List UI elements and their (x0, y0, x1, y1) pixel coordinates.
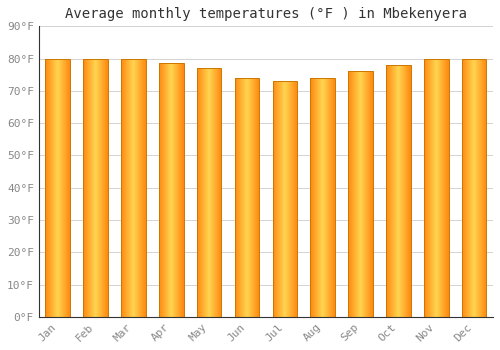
Bar (348, 71, 373, 317)
Bar (310, 78, 335, 317)
Bar (386, 65, 410, 317)
Bar (462, 58, 486, 317)
Bar (272, 81, 297, 317)
Bar (159, 63, 184, 317)
Bar (424, 58, 448, 317)
Bar (121, 58, 146, 317)
Bar (46, 58, 70, 317)
Bar (197, 68, 222, 317)
Bar (234, 78, 260, 317)
Bar (84, 58, 108, 317)
Title: Average monthly temperatures (°F ) in Mbekenyera: Average monthly temperatures (°F ) in Mb… (65, 7, 467, 21)
